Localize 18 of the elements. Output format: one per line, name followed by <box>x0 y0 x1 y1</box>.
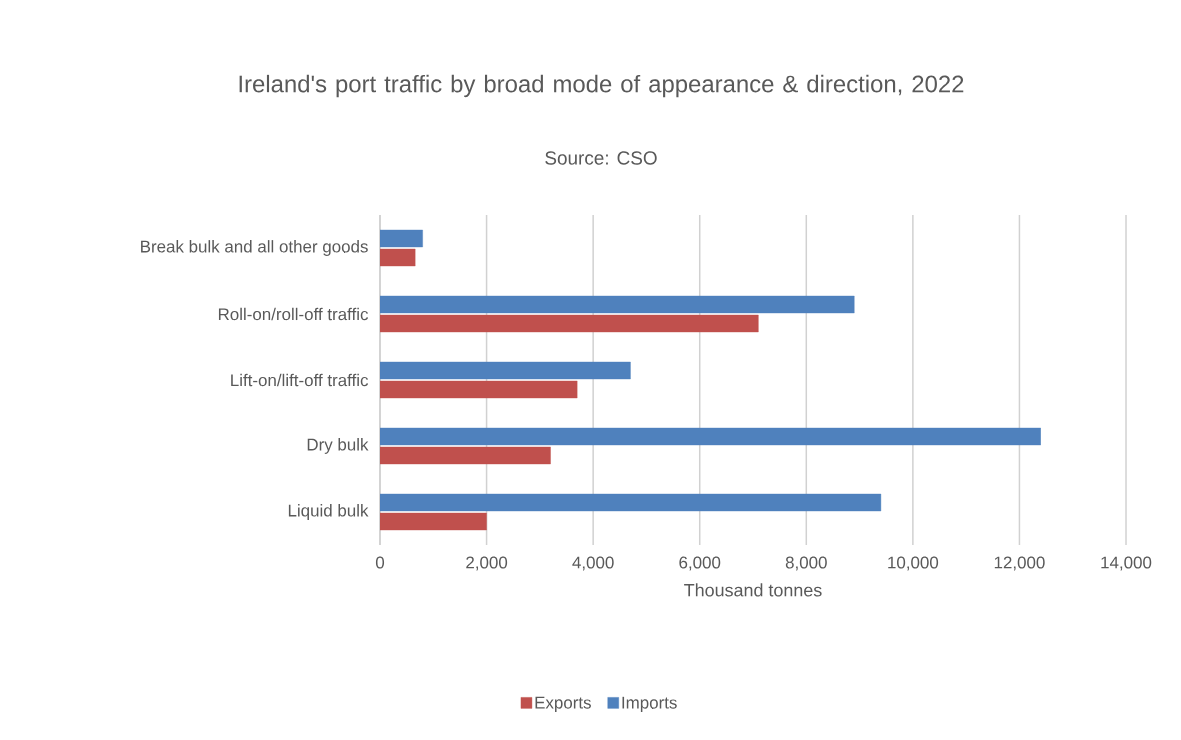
chart-title: Ireland's port traffic by broad mode of appearance & direction, 2022 <box>239 74 964 98</box>
x-tick-label: 6,000 <box>679 556 721 571</box>
y-tick-label: Dry bulk <box>307 438 369 454</box>
legend-label: Exports <box>535 696 591 712</box>
x-tick-label: 10,000 <box>888 556 939 571</box>
legend-label: Imports <box>622 696 677 712</box>
x-tick-label: 12,000 <box>994 556 1045 571</box>
x-tick-label: 0 <box>375 556 385 569</box>
y-tick-label: Break bulk and all other goods <box>141 240 368 256</box>
y-tick-label: Roll-on/roll-off traffic <box>218 307 369 321</box>
chart-subtitle: Source: CSO <box>545 151 657 165</box>
y-tick-label: Liquid bulk <box>288 504 369 520</box>
y-tick-label: Lift-on/lift-off traffic <box>231 373 369 387</box>
x-axis-title: Thousand tonnes <box>684 583 822 597</box>
x-tick-label: 2,000 <box>466 556 508 571</box>
x-tick-label: 4,000 <box>572 556 614 571</box>
x-tick-label: 8,000 <box>785 556 827 571</box>
x-tick-label: 14,000 <box>1101 556 1152 571</box>
